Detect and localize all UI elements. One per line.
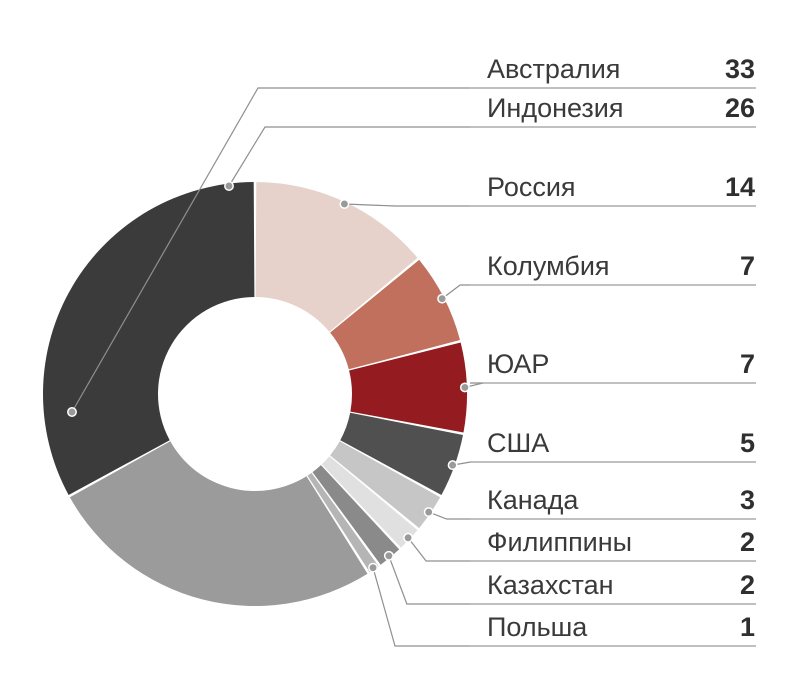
legend-value: 5: [740, 428, 755, 458]
leader-line: [407, 537, 470, 562]
legend-value: 33: [725, 54, 755, 84]
donut-slice: [307, 472, 379, 573]
leader-dot: [437, 293, 448, 304]
legend-value: 2: [740, 527, 755, 557]
leader-dot: [368, 562, 378, 573]
leaders-group: [67, 87, 484, 647]
leader-line: [228, 126, 470, 187]
leader-dot: [224, 181, 234, 191]
leader-dot: [423, 507, 434, 517]
leader-dot: [67, 407, 77, 417]
legend-value: 14: [725, 172, 755, 202]
leader-line: [441, 284, 470, 300]
legend-label: Австралия: [487, 54, 620, 84]
leader-dot: [459, 382, 470, 393]
legend-value: 26: [725, 93, 755, 123]
leader-line: [388, 555, 470, 605]
legend-label: Казахстан: [487, 570, 614, 600]
legend-label: Польша: [487, 612, 588, 642]
donut-slice: [69, 441, 368, 607]
donut-slice: [312, 465, 400, 565]
donut-slice: [340, 412, 463, 495]
legend-value: 3: [740, 485, 755, 515]
legend-value: 1: [740, 612, 755, 642]
leader-dot: [403, 532, 414, 543]
legend-label: Индонезия: [487, 93, 624, 123]
donut-slice: [43, 182, 255, 495]
leader-line: [344, 203, 470, 207]
leader-line: [372, 567, 470, 647]
leader-dot: [447, 460, 458, 471]
legend-label: Колумбия: [487, 251, 610, 281]
legend-value: 7: [740, 251, 755, 281]
legend-label: ЮАР: [487, 349, 549, 379]
donut-slice: [255, 182, 418, 332]
leader-dot: [339, 199, 350, 209]
legend-value: 7: [740, 349, 755, 379]
donut-slice: [330, 441, 441, 529]
legend-group: Австралия 33 Индонезия 26 Россия 14 Колумбия 7 Ю…: [470, 54, 756, 647]
legend-label: США: [487, 428, 549, 458]
leader-line: [428, 511, 470, 520]
leader-line: [71, 87, 470, 413]
leader-dot: [383, 550, 394, 561]
donut-slice: [330, 259, 461, 370]
legend-value: 2: [740, 570, 755, 600]
legend-label: Канада: [487, 485, 579, 515]
legend-label: Филиппины: [487, 527, 632, 557]
slices-group: [43, 182, 468, 607]
donut-slice: [321, 456, 418, 548]
legend-label: Россия: [487, 172, 576, 202]
donut-slice: [349, 342, 468, 433]
